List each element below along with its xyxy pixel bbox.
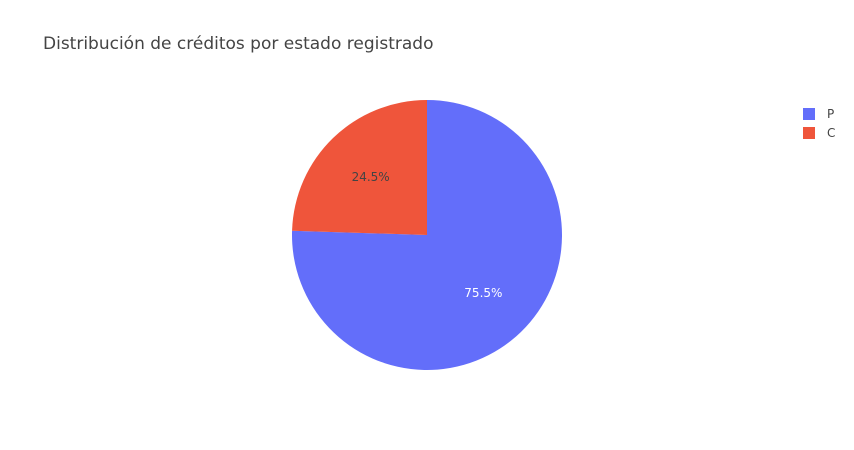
pie-slices [292,100,562,370]
slice-label-c: 24.5% [352,170,390,184]
pie-slice-labels: 75.5% 24.5% [352,170,503,300]
legend-label-p[interactable]: P [827,107,834,121]
legend-label-c[interactable]: C [827,126,835,140]
legend-swatch-p[interactable] [803,108,815,120]
slice-label-p: 75.5% [464,286,502,300]
legend-swatch-c[interactable] [803,127,815,139]
pie-slice-c[interactable] [292,100,427,235]
chart-title: Distribución de créditos por estado regi… [43,34,434,54]
legend: PC [803,107,835,140]
